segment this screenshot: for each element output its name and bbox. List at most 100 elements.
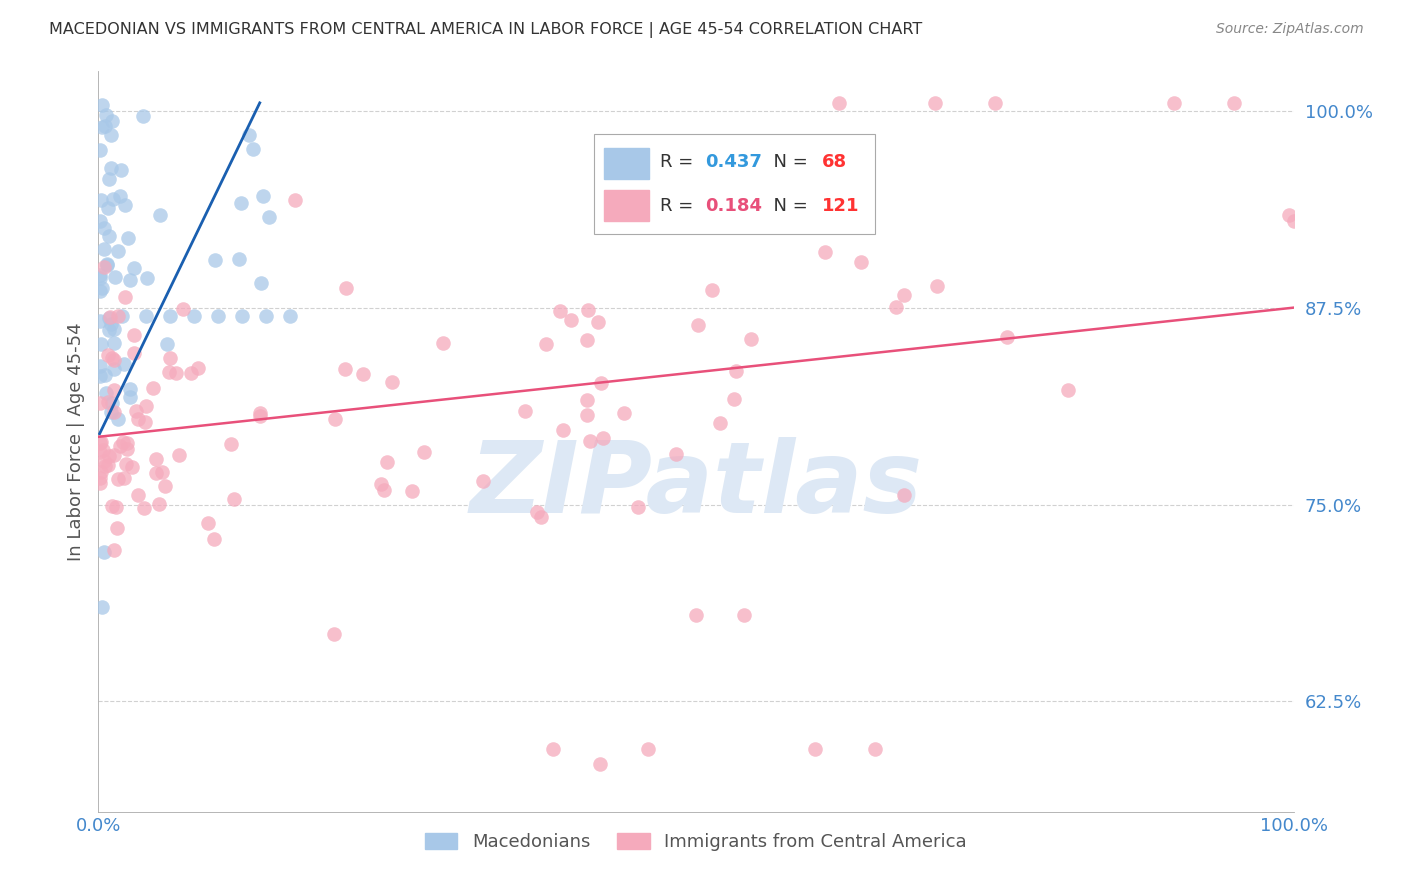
Point bbox=[576, 333, 599, 347]
Point bbox=[592, 431, 614, 445]
Point bbox=[100, 161, 122, 175]
Point bbox=[1056, 383, 1078, 397]
Point bbox=[851, 255, 873, 269]
Point bbox=[120, 390, 142, 404]
Point bbox=[135, 399, 157, 413]
Point bbox=[96, 349, 118, 363]
Point bbox=[122, 328, 145, 343]
Point bbox=[93, 243, 115, 257]
Point bbox=[103, 361, 125, 376]
Point bbox=[828, 95, 851, 110]
Point bbox=[925, 278, 948, 293]
Point bbox=[100, 405, 122, 419]
Text: MACEDONIAN VS IMMIGRANTS FROM CENTRAL AMERICA IN LABOR FORCE | AGE 45-54 CORRELA: MACEDONIAN VS IMMIGRANTS FROM CENTRAL AM… bbox=[49, 22, 922, 38]
Point bbox=[100, 396, 122, 410]
Point bbox=[89, 284, 111, 298]
Point bbox=[134, 415, 156, 429]
Point bbox=[228, 252, 250, 267]
Point bbox=[121, 460, 143, 475]
Point bbox=[93, 453, 115, 467]
Point bbox=[204, 253, 226, 268]
Point bbox=[108, 189, 131, 203]
Point bbox=[152, 465, 174, 479]
Point bbox=[114, 198, 136, 212]
Point bbox=[259, 210, 281, 224]
Point bbox=[284, 193, 307, 207]
Point bbox=[97, 311, 120, 326]
Point bbox=[432, 336, 454, 351]
Point bbox=[104, 269, 127, 284]
Point bbox=[202, 533, 225, 547]
Point bbox=[640, 161, 662, 176]
Point bbox=[107, 412, 129, 426]
Point bbox=[995, 329, 1018, 343]
Point bbox=[576, 393, 599, 408]
Point bbox=[91, 599, 114, 614]
Point bbox=[97, 201, 120, 215]
Point bbox=[94, 119, 117, 133]
Point bbox=[413, 445, 436, 459]
Point bbox=[108, 439, 131, 453]
Point bbox=[120, 382, 142, 396]
Point bbox=[115, 442, 138, 457]
Point bbox=[740, 332, 762, 346]
Point bbox=[333, 361, 356, 376]
Point bbox=[381, 376, 404, 390]
Point bbox=[125, 404, 148, 418]
Point bbox=[96, 257, 118, 271]
FancyBboxPatch shape bbox=[595, 135, 875, 235]
Point bbox=[149, 208, 172, 222]
Point bbox=[132, 500, 155, 515]
Point bbox=[576, 303, 599, 318]
Point bbox=[91, 281, 114, 295]
Point bbox=[115, 458, 138, 472]
Text: ZIPatlas: ZIPatlas bbox=[470, 437, 922, 534]
Point bbox=[560, 313, 582, 327]
Point bbox=[127, 488, 149, 502]
Point bbox=[219, 437, 242, 451]
Point bbox=[254, 309, 277, 323]
Point bbox=[96, 258, 118, 272]
Y-axis label: In Labor Force | Age 45-54: In Labor Force | Age 45-54 bbox=[66, 322, 84, 561]
Point bbox=[375, 455, 398, 469]
Point bbox=[197, 516, 219, 530]
Point bbox=[110, 163, 132, 178]
Point bbox=[1277, 208, 1299, 222]
Point bbox=[579, 434, 602, 448]
Point bbox=[101, 351, 124, 366]
Text: 121: 121 bbox=[821, 197, 859, 215]
FancyBboxPatch shape bbox=[605, 190, 650, 221]
Point bbox=[893, 488, 915, 502]
Point bbox=[709, 416, 731, 430]
Text: 68: 68 bbox=[821, 153, 846, 170]
Point bbox=[93, 260, 115, 274]
Point bbox=[148, 497, 170, 511]
Point bbox=[335, 281, 357, 295]
Point bbox=[89, 436, 111, 450]
Point bbox=[553, 423, 575, 437]
Point bbox=[183, 309, 205, 323]
Point bbox=[155, 337, 177, 351]
Point bbox=[1282, 214, 1305, 228]
Point bbox=[94, 108, 117, 122]
Point bbox=[804, 741, 827, 756]
Point bbox=[107, 244, 129, 259]
Point bbox=[145, 451, 167, 466]
Point bbox=[96, 385, 118, 400]
Point bbox=[122, 346, 145, 360]
Point bbox=[541, 741, 564, 756]
Point bbox=[589, 376, 612, 390]
Point bbox=[100, 128, 122, 143]
Point bbox=[702, 283, 724, 297]
Point bbox=[142, 381, 165, 395]
Point bbox=[112, 471, 135, 485]
Point bbox=[575, 409, 598, 423]
Point bbox=[526, 505, 548, 519]
Point bbox=[132, 109, 155, 123]
Point bbox=[89, 271, 111, 285]
Point bbox=[97, 394, 120, 409]
Point bbox=[136, 270, 159, 285]
Text: R =: R = bbox=[661, 197, 699, 215]
Point bbox=[252, 189, 274, 203]
Point bbox=[586, 316, 609, 330]
